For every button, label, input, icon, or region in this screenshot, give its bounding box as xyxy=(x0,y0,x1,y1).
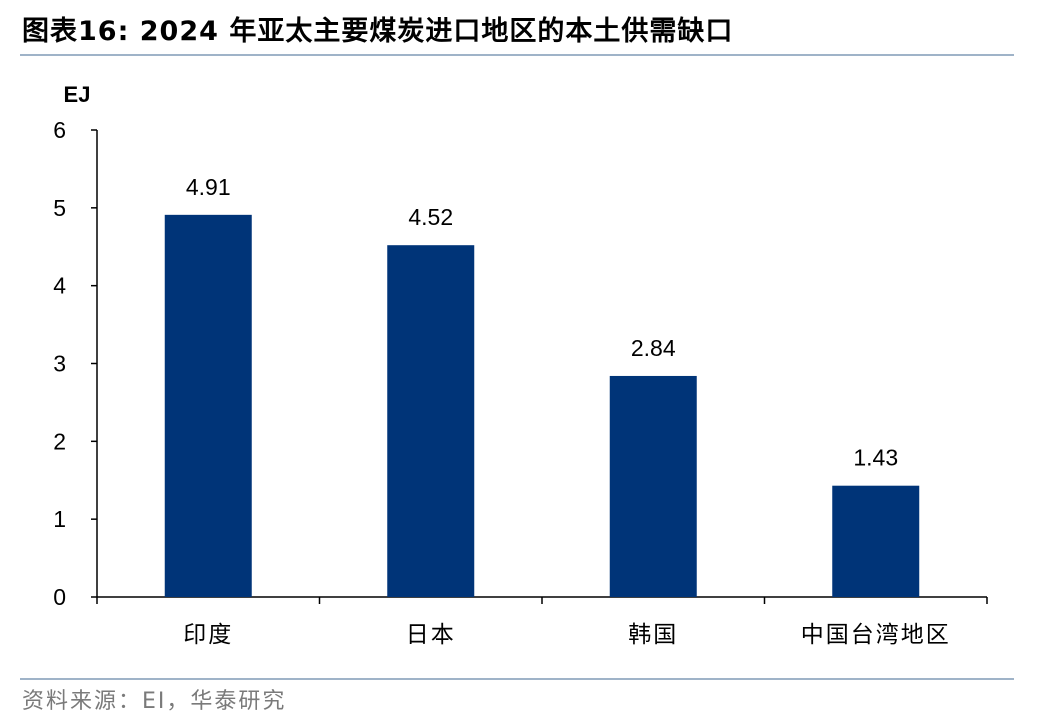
title-divider xyxy=(20,54,1014,56)
source-note: 资料来源：EI，华泰研究 xyxy=(22,689,287,714)
y-tick-label: 3 xyxy=(53,351,66,377)
y-tick-label: 0 xyxy=(53,584,66,610)
data-label: 4.91 xyxy=(186,174,231,200)
x-category-label: 中国台湾地区 xyxy=(801,622,951,648)
y-tick-label: 2 xyxy=(53,428,66,454)
y-tick-label: 1 xyxy=(53,506,66,532)
x-category-label: 日本 xyxy=(406,622,456,648)
footer-divider xyxy=(20,678,1014,680)
bar-2 xyxy=(387,245,475,597)
chart-bars xyxy=(164,214,920,598)
y-axis-unit-label: EJ xyxy=(64,82,91,107)
bar-4 xyxy=(832,485,920,597)
y-tick-label: 6 xyxy=(53,117,66,143)
x-category-label: 韩国 xyxy=(628,622,678,648)
x-category-label: 印度 xyxy=(183,622,233,648)
y-tick-label: 5 xyxy=(53,195,66,221)
figure-title: 图表16: 2024 年亚太主要煤炭进口地区的本土供需缺口 xyxy=(22,16,734,47)
data-label: 2.84 xyxy=(631,335,676,361)
y-tick-label: 4 xyxy=(53,273,66,299)
data-label: 4.52 xyxy=(408,204,453,230)
chart-data-labels: 4.91 4.52 2.84 1.43 xyxy=(186,174,898,471)
bar-3 xyxy=(609,375,697,597)
bar-chart: EJ 0 1 2 3 4 5 6 印度 日本 韩国 中国台湾地区 4.91 4.52 2.84 1.43 xyxy=(53,82,988,648)
data-label: 1.43 xyxy=(853,445,898,471)
bar-1 xyxy=(164,214,252,598)
